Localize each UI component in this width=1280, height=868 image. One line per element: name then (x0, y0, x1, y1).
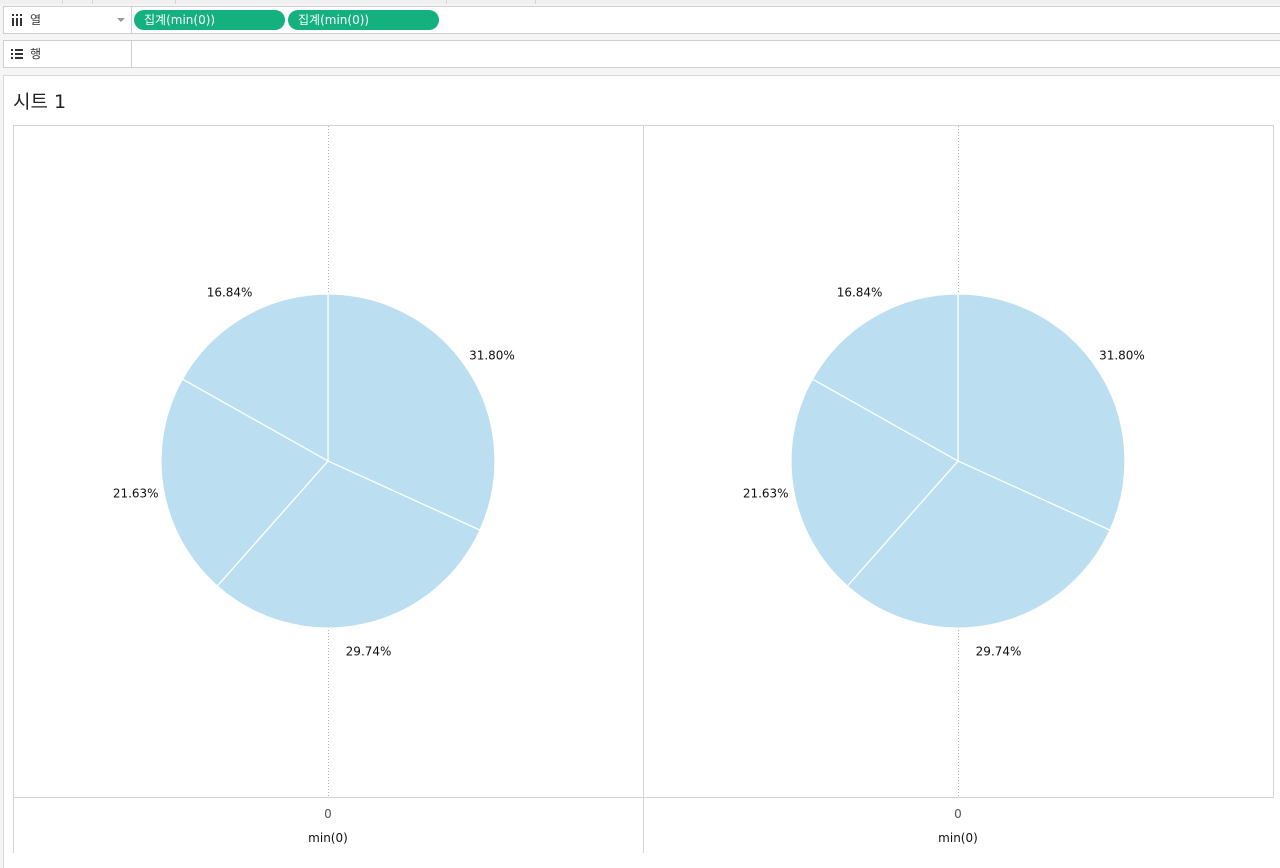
rows-shelf-label[interactable]: 행 (4, 41, 132, 67)
x-tick-label: 0 (324, 807, 332, 821)
rows-label: 행 (30, 47, 42, 61)
pie-slice[interactable] (846, 460, 1111, 629)
column-pill[interactable]: 집계(min(0)) (288, 10, 439, 30)
column-pill[interactable]: 집계(min(0)) (134, 10, 285, 30)
slice-label: 21.63% (113, 486, 159, 500)
pie-chart: 31.80% 29.74% 21.63% 16.84% 0 min(0) (113, 126, 515, 845)
pie-slice[interactable] (957, 293, 1126, 531)
x-axis-title[interactable]: min(0) (308, 831, 348, 845)
slice-label: 16.84% (207, 286, 253, 300)
pie-slice[interactable] (160, 378, 329, 587)
pie-chart: 31.80% 29.74% 21.63% 16.84% 0 min(0) (743, 126, 1145, 845)
chevron-down-icon[interactable] (117, 18, 125, 22)
columns-shelf-label[interactable]: 열 (4, 7, 132, 33)
rows-icon (11, 49, 23, 59)
pie-slice[interactable] (181, 293, 329, 463)
columns-label: 열 (30, 13, 42, 27)
slice-label: 31.80% (469, 348, 515, 362)
x-axis-title[interactable]: min(0) (938, 831, 978, 845)
pie-slice[interactable] (216, 460, 481, 629)
slice-label: 29.74% (346, 645, 392, 659)
sheet-title[interactable]: 시트 1 (13, 91, 67, 113)
top-tab-strip (0, 0, 1280, 4)
pie-slice[interactable] (327, 293, 496, 531)
slice-label: 16.84% (837, 286, 883, 300)
slice-label: 21.63% (743, 486, 789, 500)
slice-label: 29.74% (976, 645, 1022, 659)
x-tick-label: 0 (954, 807, 962, 821)
columns-shelf[interactable]: 열 집계(min(0)) 집계(min(0)) (3, 6, 1280, 34)
pie-slice[interactable] (811, 293, 959, 463)
rows-shelf[interactable]: 행 (3, 40, 1280, 68)
pane-2 (643, 125, 1274, 798)
columns-icon (12, 14, 22, 26)
pie-slice[interactable] (790, 378, 959, 587)
slice-label: 31.80% (1099, 348, 1145, 362)
